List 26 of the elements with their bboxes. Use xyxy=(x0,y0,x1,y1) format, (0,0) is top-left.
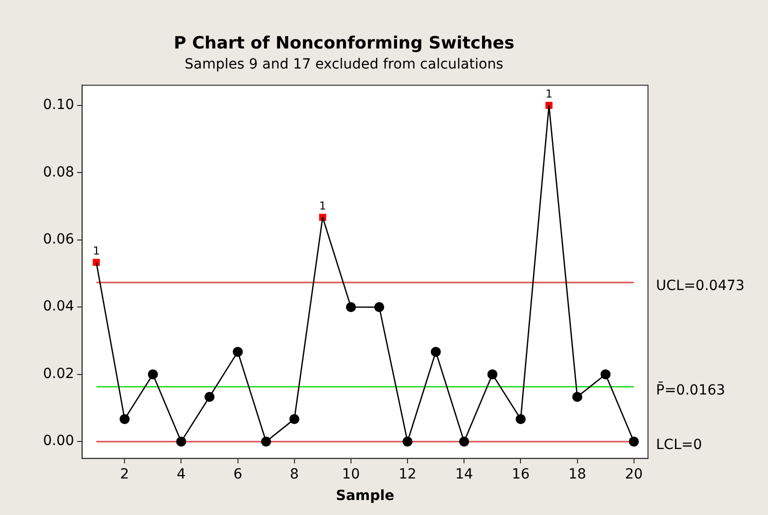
x-tick-label: 2 xyxy=(120,466,130,482)
x-tick-label: 6 xyxy=(233,466,242,482)
y-tick-label: 0.08 xyxy=(43,164,74,180)
annotation: 1 xyxy=(545,88,552,101)
chart-subtitle: Samples 9 and 17 excluded from calculations xyxy=(184,56,504,72)
x-tick-label: 14 xyxy=(455,466,474,482)
y-tick-label: 0.06 xyxy=(43,232,74,248)
y-tick-label: 0.10 xyxy=(43,97,74,114)
x-tick-label: 18 xyxy=(568,466,586,482)
x-tick-label: 16 xyxy=(512,466,530,482)
annotation: 1 xyxy=(92,244,100,258)
x-tick-label: 20 xyxy=(624,466,643,482)
y-tick-label: 0.00 xyxy=(43,433,74,450)
ref-line-label: P̄=0.0163 xyxy=(656,380,726,398)
x-axis-title: Sample xyxy=(336,488,394,504)
point xyxy=(628,436,639,447)
y-tick-label: 0.04 xyxy=(43,298,74,315)
ref-line-label: LCL=0 xyxy=(656,437,702,454)
x-tick-label: 10 xyxy=(342,466,360,482)
x-tick-label: 12 xyxy=(398,466,416,482)
chart-title: P Chart of Nonconforming Switches xyxy=(174,34,514,54)
x-tick-label: 4 xyxy=(176,466,186,482)
y-tick-label: 0.02 xyxy=(43,366,74,382)
annotation: 1 xyxy=(319,200,326,213)
ref-line-label: UCL=0.0473 xyxy=(656,278,745,294)
x-tick-label: 8 xyxy=(290,466,299,482)
